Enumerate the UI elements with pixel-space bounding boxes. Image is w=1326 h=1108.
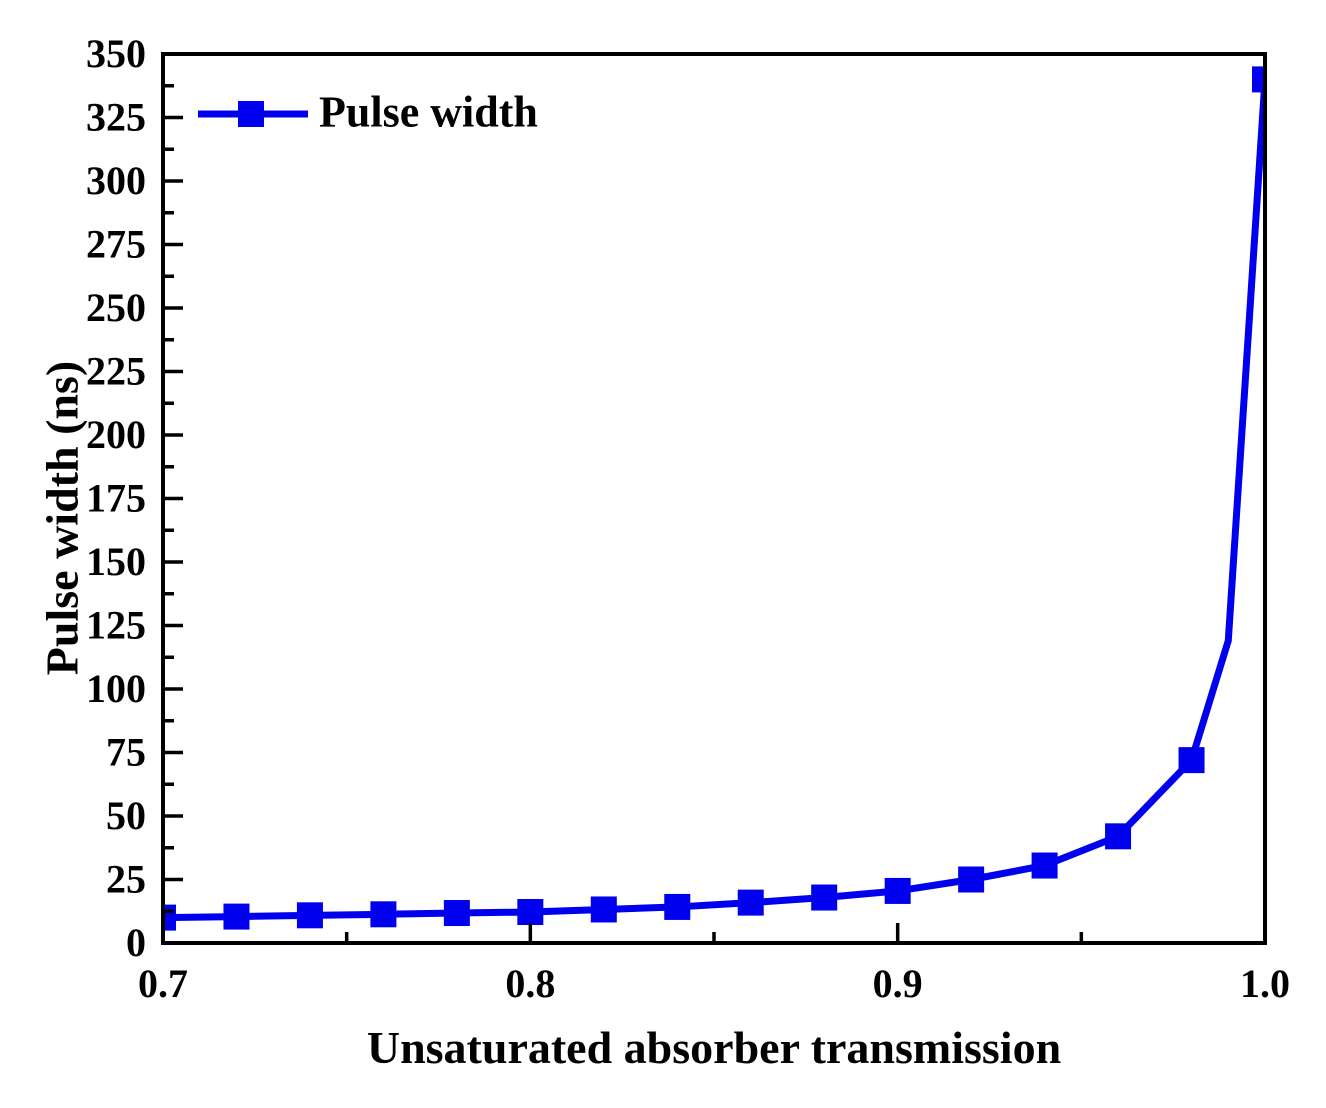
data-point-marker bbox=[370, 901, 397, 928]
y-tick-label: 300 bbox=[86, 158, 146, 203]
y-tick-label: 350 bbox=[86, 31, 146, 76]
x-tick-label: 0.7 bbox=[138, 961, 188, 1006]
data-point-marker bbox=[1105, 823, 1132, 850]
y-tick-label: 275 bbox=[86, 222, 146, 267]
data-point-marker bbox=[1031, 852, 1058, 879]
data-point-marker bbox=[1252, 66, 1265, 93]
x-axis-title: Unsaturated absorber transmission bbox=[366, 1022, 1062, 1073]
y-tick-label: 0 bbox=[126, 920, 146, 965]
y-tick-label: 150 bbox=[86, 539, 146, 584]
plot-frame bbox=[161, 52, 1267, 945]
y-tick-label: 50 bbox=[106, 793, 146, 838]
legend-marker bbox=[238, 101, 264, 127]
data-point-marker bbox=[737, 889, 764, 916]
y-tick-label: 200 bbox=[86, 412, 146, 457]
y-tick-label: 325 bbox=[86, 95, 146, 140]
legend-key bbox=[198, 101, 308, 127]
y-tick-label: 100 bbox=[86, 666, 146, 711]
data-point-marker bbox=[1178, 747, 1205, 774]
y-tick-label: 125 bbox=[86, 603, 146, 648]
x-tick-label: 1.0 bbox=[1240, 961, 1290, 1006]
y-axis-title: Pulse width (ns) bbox=[36, 360, 88, 676]
legend-label: Pulse width bbox=[319, 87, 538, 137]
data-point-marker bbox=[590, 896, 617, 923]
tick-labels: 0 25 50 75 100 125 150 175 200 225 250 275 300 325 350… bbox=[86, 31, 1290, 1006]
data-point-marker bbox=[664, 893, 691, 920]
data-point-marker bbox=[958, 866, 985, 893]
series-pulse-width bbox=[163, 66, 1265, 931]
y-tick-label: 175 bbox=[86, 476, 146, 521]
data-point-marker bbox=[443, 900, 470, 927]
x-tick-label: 0.9 bbox=[873, 961, 923, 1006]
data-point-marker bbox=[811, 884, 838, 911]
y-tick-label: 225 bbox=[86, 349, 146, 394]
y-tick-label: 250 bbox=[86, 285, 146, 330]
data-point-marker bbox=[296, 902, 323, 929]
series-line bbox=[163, 79, 1265, 922]
y-tick-label: 25 bbox=[106, 857, 146, 902]
data-point-marker bbox=[223, 903, 250, 930]
axis-ticks bbox=[161, 52, 1267, 945]
y-tick-label: 75 bbox=[106, 730, 146, 775]
data-point-marker bbox=[884, 877, 911, 904]
x-tick-label: 0.8 bbox=[505, 961, 555, 1006]
data-point-marker bbox=[517, 899, 544, 926]
